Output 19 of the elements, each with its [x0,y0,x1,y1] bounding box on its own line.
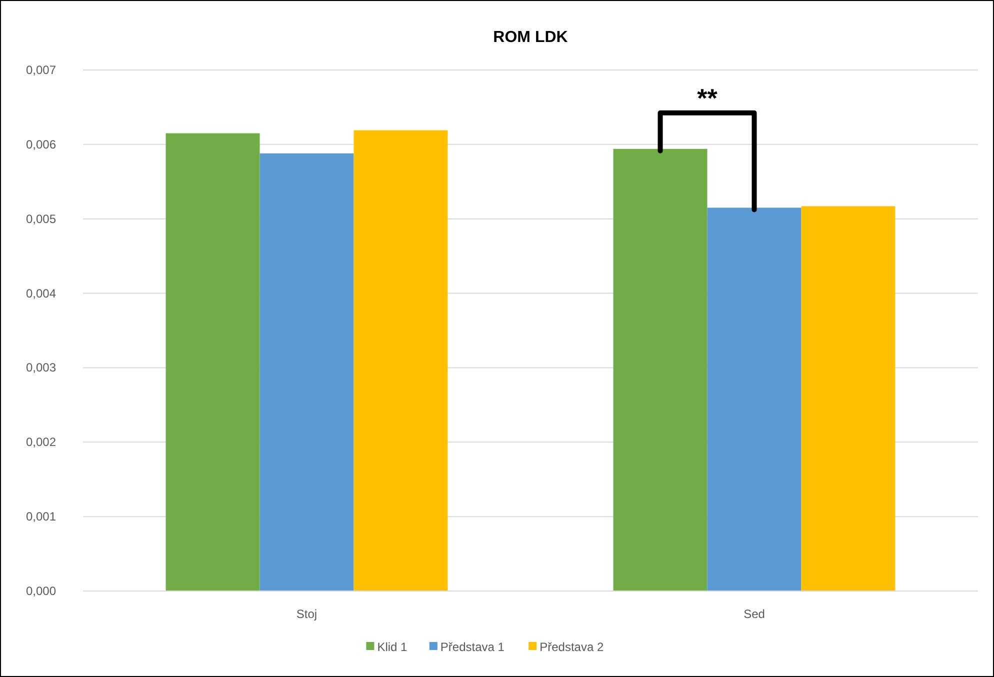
legend-label: Klid 1 [377,640,408,654]
y-tick-label: 0,003 [26,360,56,375]
y-tick-label: 0,001 [26,510,56,524]
x-tick-label: Stoj [296,607,318,621]
bar [801,206,896,591]
y-tick-label: 0,000 [26,584,56,598]
y-tick-label: 0,006 [26,137,56,152]
y-tick-label: 0,004 [26,286,56,300]
legend-label: Představa 2 [540,640,604,654]
bar [166,133,260,591]
x-tick-label: Sed [744,607,765,621]
y-tick-label: 0,002 [26,435,56,450]
y-tick-label: 0,007 [26,63,56,77]
bar [354,130,448,591]
legend-label: Představa 1 [440,640,505,654]
chart-title: ROM LDK [493,29,568,46]
annotation: ** [697,82,718,113]
y-tick-label: 0,005 [26,212,56,226]
bar [260,153,354,591]
